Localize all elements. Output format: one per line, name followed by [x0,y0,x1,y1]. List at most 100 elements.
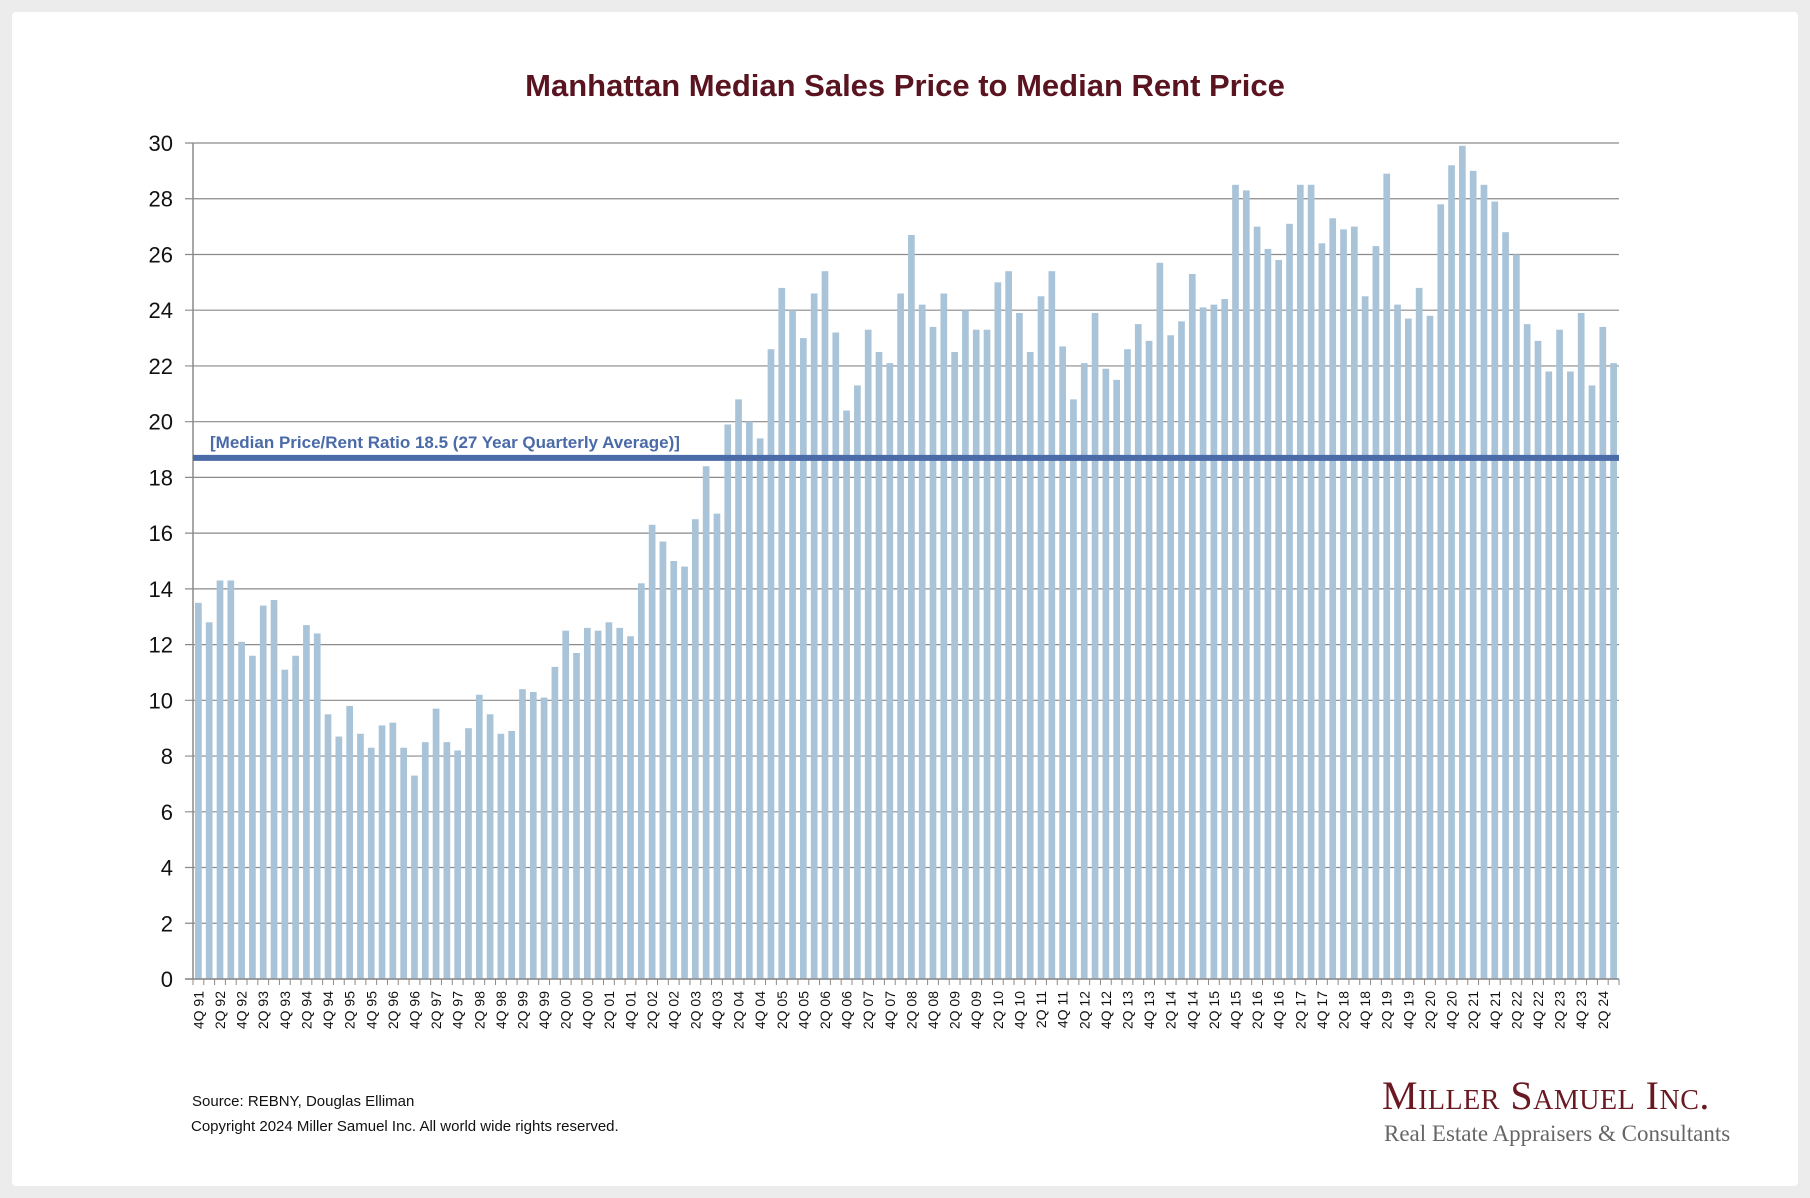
bar [1523,324,1531,980]
bar [767,349,775,979]
bar [1232,184,1239,980]
average-line-label: [Median Price/Rent Ratio 18.5 (27 Year Q… [210,433,680,452]
bar [1005,271,1012,980]
bar [594,630,602,979]
bar [1383,173,1391,980]
bar [1026,352,1034,979]
y-tick-label: 8 [161,744,173,769]
bar [281,669,289,979]
bar [637,583,645,979]
bar [972,329,980,979]
x-tick-label: 2Q 07 [860,991,876,1029]
source-note: Source: REBNY, Douglas Elliman [192,1093,415,1110]
bar [1502,232,1509,979]
x-tick-label: 2Q 22 [1508,991,1524,1029]
x-tick-label: 4Q 19 [1400,991,1416,1029]
bar [1534,340,1542,979]
bar [1134,324,1142,980]
x-tick-label: 4Q 02 [666,991,682,1029]
bar [1480,184,1488,980]
bar [1145,340,1153,979]
bar [421,742,429,979]
bar [249,655,256,979]
bar [1545,371,1553,979]
bar [1577,312,1585,979]
x-tick-label: 2Q 24 [1595,991,1611,1029]
bar [1599,326,1607,979]
bar [486,714,494,979]
x-tick-label: 4Q 17 [1314,991,1330,1029]
x-tick-label: 4Q 01 [623,991,639,1029]
x-tick-label: 4Q 20 [1444,991,1460,1029]
average-reference-line: [Median Price/Rent Ratio 18.5 (27 Year Q… [193,433,1619,461]
bar [1567,371,1574,979]
bar [465,728,472,979]
bar [1329,218,1337,980]
bar [713,513,721,979]
bar [810,293,818,980]
x-tick-label: 4Q 07 [882,991,898,1029]
bar [843,410,850,979]
bar [659,541,667,979]
x-tick-label: 2Q 11 [1033,991,1049,1028]
bar [1556,329,1563,979]
x-tick-label: 4Q 12 [1098,991,1114,1029]
y-tick-label: 20 [149,410,173,435]
x-tick-label: 4Q 93 [277,991,293,1029]
bar [918,304,926,979]
x-tick-label: 4Q 99 [536,991,552,1029]
bar [378,725,386,979]
bar [303,625,310,979]
bar [497,733,505,979]
x-tick-label: 2Q 15 [1206,991,1222,1029]
x-tick-label: 4Q 16 [1271,991,1287,1029]
bar [940,293,948,980]
bar [994,282,1002,979]
x-tick-label: 2Q 94 [298,991,314,1029]
x-tick-label: 2Q 08 [903,991,919,1029]
bar [1210,304,1218,979]
x-tick-label: 4Q 06 [839,991,855,1029]
bar [1091,312,1099,979]
bar [551,666,559,979]
bar [681,566,688,979]
y-tick-label: 28 [149,187,173,212]
bar [1275,260,1283,979]
bar [962,310,969,979]
y-tick-label: 10 [149,688,173,713]
y-tick-label: 26 [149,242,173,267]
bar [951,352,958,979]
bar [1016,312,1023,979]
bar [1059,346,1066,980]
x-tick-label: 4Q 05 [795,991,811,1029]
bar [292,655,299,979]
bar [886,363,894,979]
bar [1178,321,1185,979]
bar [519,689,526,979]
bar [1361,296,1369,979]
bar [1513,254,1520,979]
bar [800,338,807,980]
x-tick-label: 2Q 99 [514,991,530,1029]
x-tick-label: 2Q 19 [1379,991,1395,1029]
bar [1264,248,1272,980]
x-axis-ticks: 4Q 91 2Q 92 4Q 92 2Q 93 4Q 93 2Q 94 4Q 94 2Q 95… [185,978,1620,1029]
x-tick-label: 2Q 18 [1336,991,1352,1029]
x-tick-label: 4Q 08 [925,991,941,1029]
bar [1459,145,1466,979]
bar [1048,271,1056,980]
bars [195,145,1617,980]
y-tick-label: 12 [149,633,173,658]
bar [864,329,872,979]
bar [216,580,224,979]
x-tick-label: 2Q 17 [1292,991,1308,1029]
x-tick-label: 4Q 91 [190,991,206,1029]
bar [313,633,321,979]
bar [1080,363,1088,979]
chart-title: Manhattan Median Sales Price to Median R… [525,68,1285,103]
bar [691,519,699,979]
x-tick-label: 2Q 09 [947,991,963,1029]
bar [778,287,786,979]
x-tick-label: 4Q 23 [1573,991,1589,1029]
bar [983,329,991,979]
